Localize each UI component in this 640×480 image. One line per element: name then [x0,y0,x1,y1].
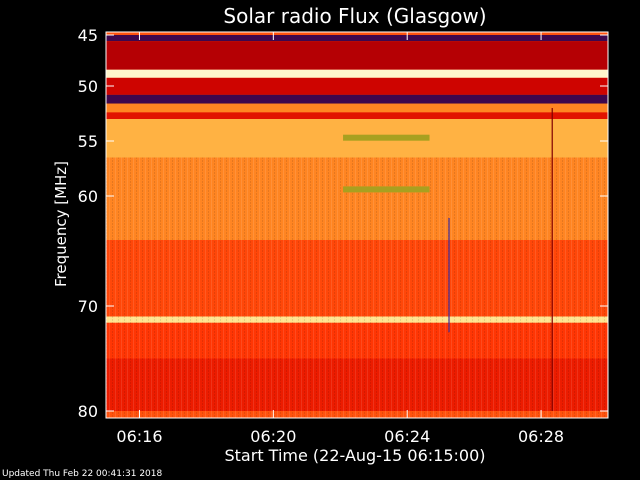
highlight-segment [343,186,430,193]
updated-timestamp: Updated Thu Feb 22 00:41:31 2018 [2,469,163,479]
x-tick-label: 06:16 [116,427,162,446]
noise-overlay [106,157,608,418]
y-axis-label: Frequency [MHz] [52,161,70,287]
y-tick-label: 70 [78,297,98,316]
frequency-band [106,69,608,78]
y-tick-label: 50 [78,77,98,96]
frequency-band [106,103,608,113]
x-axis-label: Start Time (22-Aug-15 06:15:00) [225,446,486,465]
y-tick-label: 55 [78,132,98,151]
highlight-segment [343,134,430,141]
plot-frame [105,31,609,419]
frequency-band [106,41,608,70]
chart-title: Solar radio Flux (Glasgow) [223,4,486,28]
frequency-band [106,35,608,42]
x-tick-label: 06:28 [518,427,564,446]
frequency-band [106,112,608,119]
x-tick-label: 06:20 [250,427,296,446]
frequency-band [106,77,608,95]
y-tick-label: 60 [78,187,98,206]
plot-area [106,32,608,418]
frequency-band [106,94,608,104]
x-tick-label: 06:24 [384,427,430,446]
y-tick-label: 45 [78,26,98,45]
axes: 45 50 55 60 70 80 06:16 06:20 06:24 06:28 [78,26,609,446]
y-tick-label: 80 [78,402,98,421]
